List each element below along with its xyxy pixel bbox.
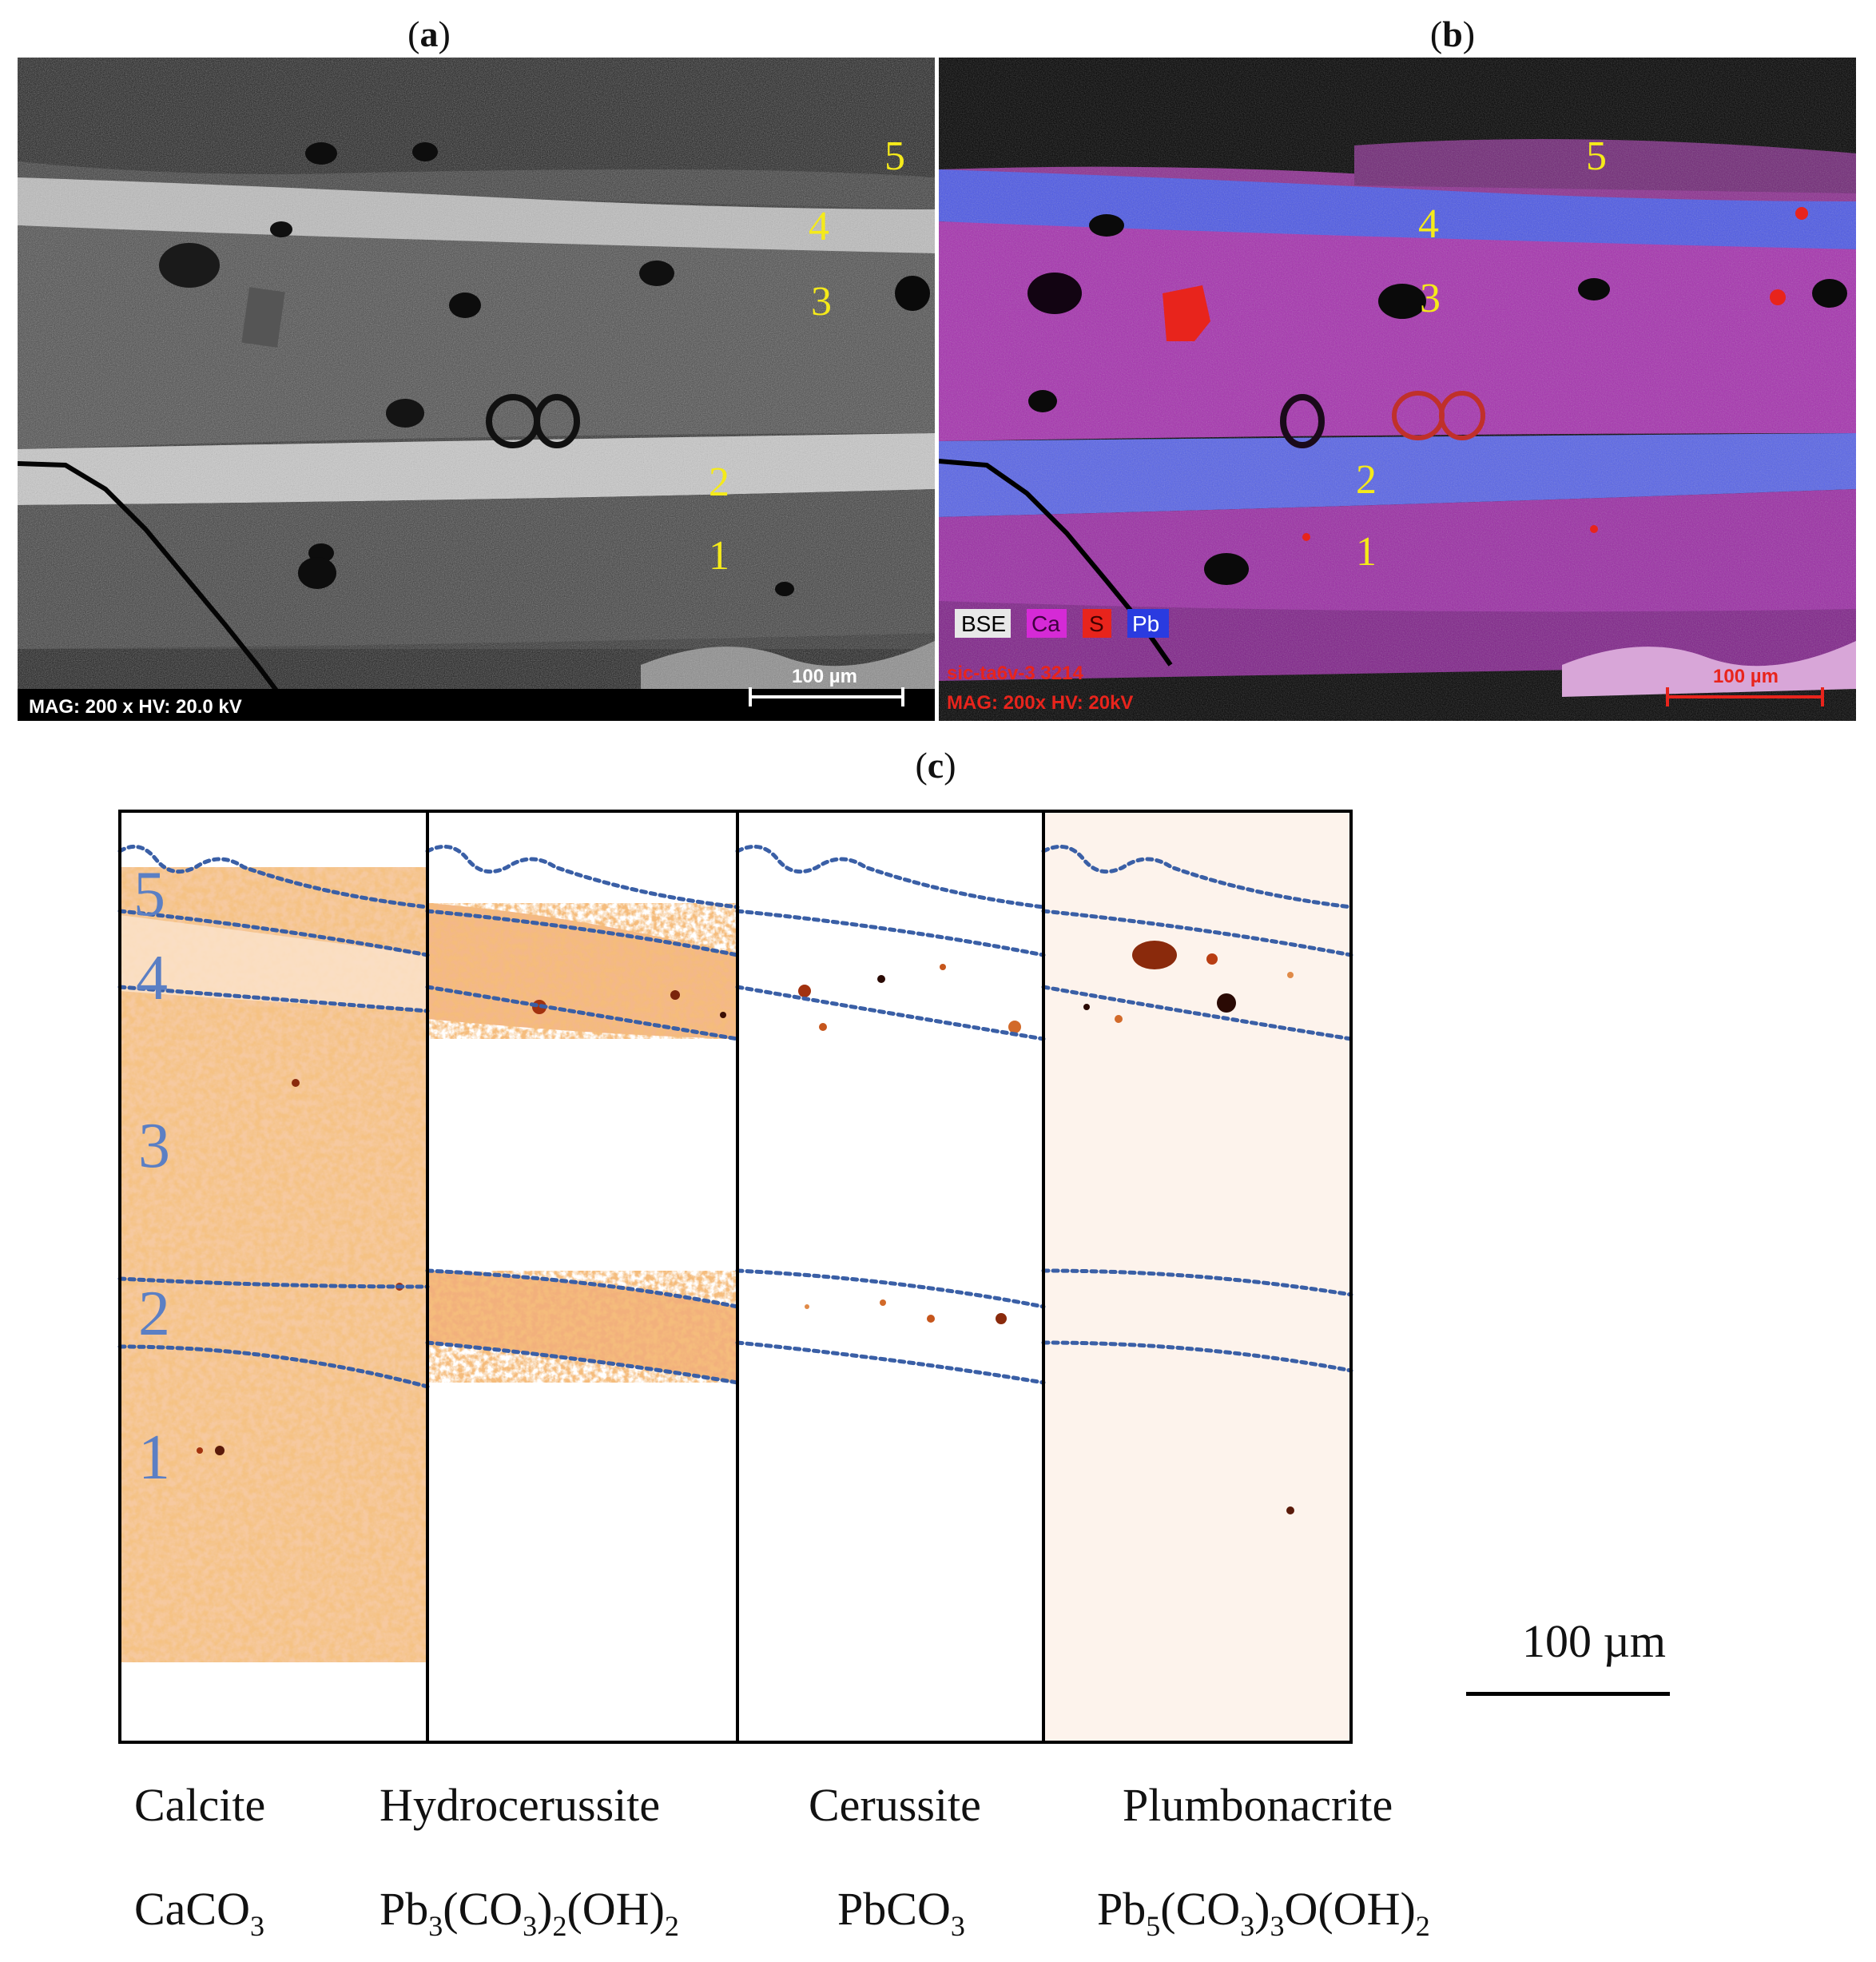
panel-c-layer-2: 2 — [138, 1279, 170, 1349]
panel-c-phase-maps: 5 4 3 2 1 — [117, 810, 1353, 1744]
panel-a-sem-image: 5 4 3 2 1 MAG: 200 x HV: 20.0 kV 100 µm — [18, 58, 935, 721]
formula-calcite: CaCO3 — [134, 1883, 264, 1942]
panel-label-c: (c) — [915, 745, 956, 786]
layer-boundaries — [117, 844, 1353, 1389]
panel-a-layer-4: 4 — [809, 204, 829, 249]
formula-cerussite: PbCO3 — [837, 1883, 965, 1942]
panel-b-scale-label: 100 µm — [1713, 666, 1779, 687]
panel-a-footer: MAG: 200 x HV: 20.0 kV — [29, 696, 242, 718]
panel-b-scale-bar — [1666, 687, 1824, 706]
panel-letter-a: a — [419, 14, 439, 54]
panel-b-eds-map: 5 4 3 2 1 BSE Ca S Pb sic-ta6v-3 3214 MA… — [939, 58, 1856, 721]
panel-b-layer-1: 1 — [1356, 529, 1377, 575]
panel-a-layer-3: 3 — [811, 279, 832, 324]
panel-c-scale-bar — [1466, 1692, 1670, 1696]
panel-a-scale-label: 100 µm — [792, 666, 857, 687]
panel-b-legend: BSE Ca S Pb — [955, 609, 1169, 638]
panel-c-scale-label: 100 µm — [1522, 1615, 1667, 1667]
panel-a-layer-5: 5 — [884, 133, 905, 179]
formula-plumbonacrite: Pb5(CO3)3O(OH)2 — [1097, 1883, 1430, 1942]
legend-s: S — [1089, 611, 1104, 636]
panel-b-layer-2: 2 — [1356, 457, 1377, 503]
panel-letter-c: c — [927, 745, 944, 786]
panel-label-b: (b) — [1429, 14, 1476, 54]
map-cerussite — [737, 811, 1043, 1742]
panel-b-footer: MAG: 200x HV: 20kV — [947, 692, 1133, 714]
panel-b-layer-4: 4 — [1418, 201, 1439, 247]
mineral-name-hydrocerussite: Hydrocerussite — [380, 1779, 661, 1831]
legend-pb: Pb — [1132, 611, 1159, 636]
map-frames — [118, 810, 1353, 1744]
mineral-name-plumbonacrite: Plumbonacrite — [1123, 1779, 1393, 1831]
map-hydrocerussite — [427, 811, 737, 1742]
legend-bse: BSE — [961, 611, 1006, 636]
mineral-name-cerussite: Cerussite — [809, 1779, 981, 1831]
panel-a-layer-1: 1 — [709, 533, 729, 579]
panel-c-layer-1: 1 — [138, 1423, 170, 1493]
panel-c-layer-4: 4 — [136, 943, 168, 1013]
panel-b-sample-id: sic-ta6v-3 3214 — [947, 663, 1083, 684]
panel-label-a: (a) — [407, 14, 451, 54]
panel-b-layer-3: 3 — [1420, 276, 1441, 321]
panel-c-layer-5: 5 — [133, 859, 165, 929]
formula-hydrocerussite: Pb3(CO3)2(OH)2 — [380, 1883, 679, 1942]
mineral-name-calcite: Calcite — [134, 1779, 266, 1831]
panel-a-scale-bar — [749, 687, 904, 706]
map-calcite — [120, 811, 427, 1742]
legend-ca: Ca — [1031, 611, 1060, 636]
panel-a-layer-2: 2 — [709, 460, 729, 505]
panel-b-layer-5: 5 — [1586, 133, 1607, 179]
panel-c-layer-3: 3 — [138, 1111, 170, 1181]
panel-letter-b: b — [1442, 14, 1463, 54]
